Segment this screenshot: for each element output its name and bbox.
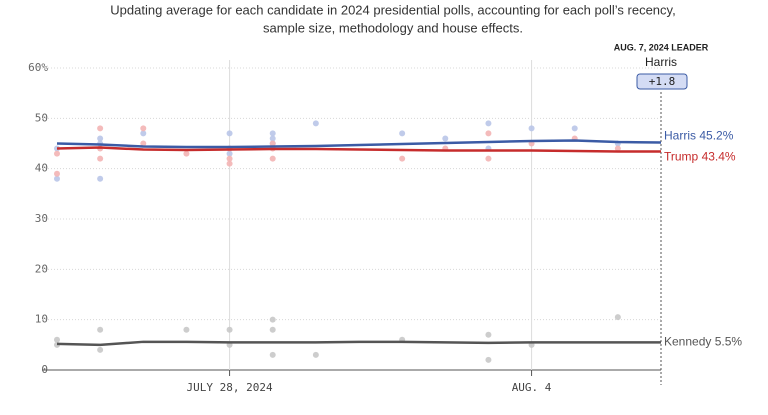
poll-dot	[485, 130, 492, 137]
poll-dot	[269, 130, 276, 137]
poll-dot	[269, 326, 276, 333]
poll-dot	[485, 331, 492, 338]
y-tick-label: 60%	[28, 61, 48, 74]
poll-dot	[97, 346, 104, 353]
poll-dot	[54, 170, 60, 177]
poll-dot	[97, 125, 104, 132]
poll-dot	[54, 150, 60, 157]
value-label: 5.5%	[715, 334, 743, 348]
chart-title-line: Updating average for each candidate in 2…	[110, 2, 675, 17]
poll-dot	[183, 150, 190, 157]
poll-dot	[54, 336, 60, 343]
poll-dot	[226, 150, 233, 157]
poll-dot	[485, 356, 492, 363]
value-label: 45.2%	[699, 129, 733, 143]
poll-dot	[442, 135, 449, 142]
y-tick-label: 10	[35, 313, 48, 326]
poll-dot	[269, 155, 276, 162]
poll-dot	[399, 155, 406, 162]
y-tick-label: 50	[35, 111, 48, 124]
poll-dot	[54, 175, 60, 182]
x-tick-label: JULY 28, 2024	[187, 381, 273, 394]
poll-dot	[269, 135, 276, 142]
poll-dot	[226, 155, 233, 162]
y-tick-label: 20	[35, 262, 48, 275]
poll-dot	[485, 120, 492, 127]
legend-name: Harris	[664, 129, 696, 143]
poll-dot	[269, 351, 276, 358]
poll-dot	[269, 140, 276, 147]
y-tick-label: 30	[35, 212, 48, 225]
poll-dot	[312, 351, 319, 358]
leader-badge	[636, 73, 688, 90]
legend-name: Trump	[664, 150, 699, 164]
poll-dot	[399, 130, 406, 137]
poll-dot	[97, 175, 104, 182]
poll-dot	[485, 155, 492, 162]
chart-title-line: sample size, methodology and house effec…	[263, 20, 523, 35]
poll-dot	[312, 120, 319, 127]
leader-title: AUG. 7, 2024 LEADER	[614, 42, 709, 52]
poll-dot	[226, 326, 233, 333]
leader-name: Harris	[645, 55, 677, 69]
poll-dot	[97, 326, 104, 333]
poll-dot	[140, 130, 147, 137]
poll-dot	[614, 145, 621, 152]
poll-dot	[528, 125, 535, 132]
series-line	[56, 139, 662, 149]
poll-dot	[226, 160, 233, 167]
y-tick-label: 40	[35, 162, 48, 175]
poll-dot	[226, 130, 233, 137]
x-tick-label: AUG. 4	[512, 381, 552, 394]
series-line	[56, 340, 661, 347]
value-label: 43.4%	[702, 150, 736, 164]
legend-name: Kennedy	[664, 334, 711, 348]
series-end-label: Harris 45.2%	[664, 129, 734, 143]
series-line	[56, 146, 661, 153]
series-end-label: Kennedy 5.5%	[664, 334, 742, 348]
poll-dot	[97, 135, 104, 142]
poll-dot	[614, 314, 621, 321]
poll-dot	[269, 316, 276, 323]
series-end-label: Trump 43.4%	[664, 150, 736, 164]
leader-margin: +1.8	[649, 75, 676, 88]
poll-dot	[97, 155, 104, 162]
poll-dot	[140, 125, 147, 132]
poll-dot	[571, 125, 578, 132]
poll-dot	[140, 140, 147, 147]
poll-dot	[183, 326, 190, 333]
